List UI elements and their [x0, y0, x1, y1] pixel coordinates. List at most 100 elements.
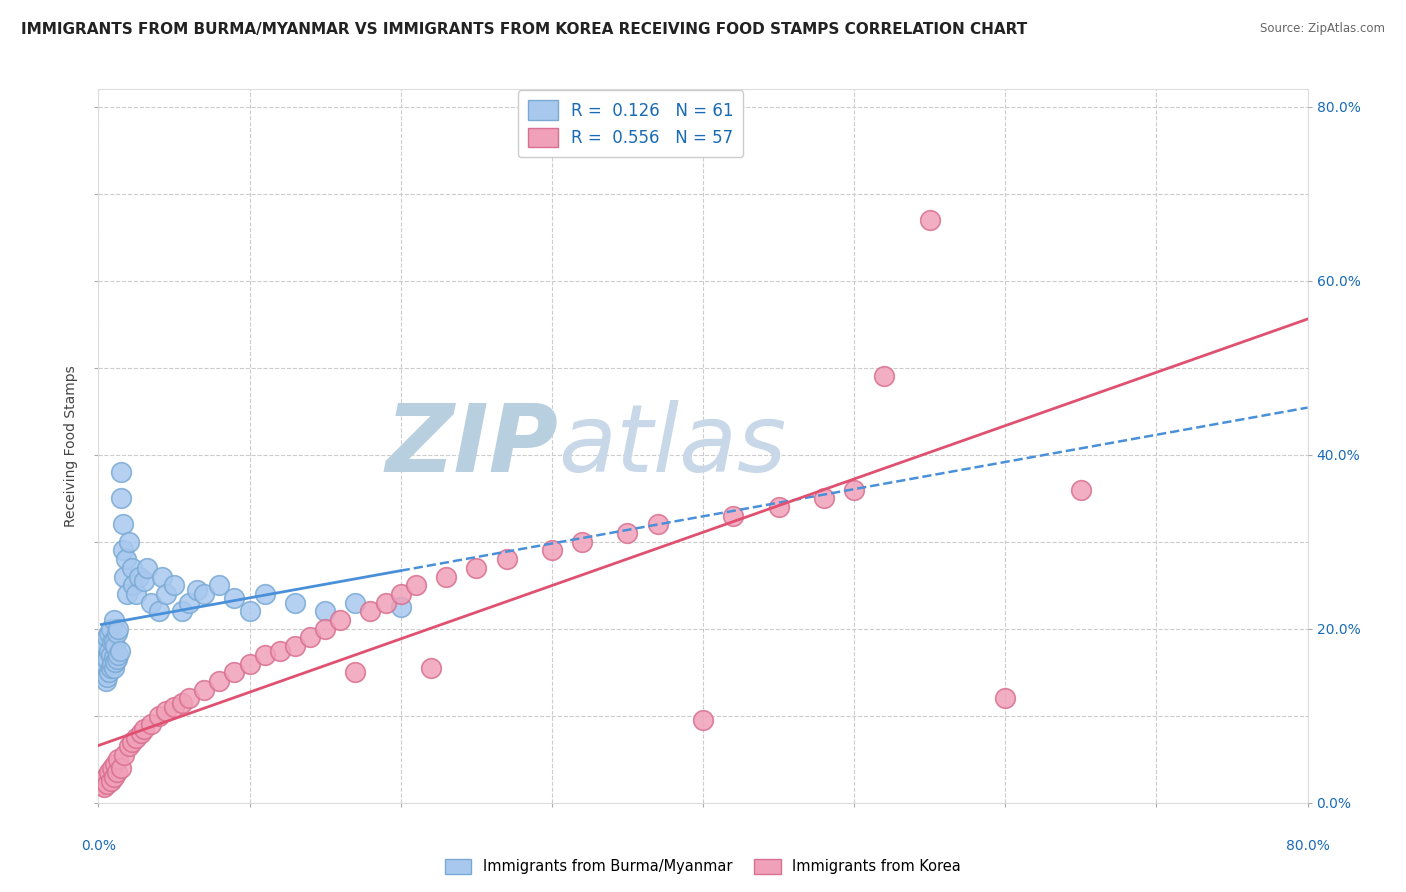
Point [93, 780, 115, 794]
Point [103, 770, 125, 784]
Point [540, 543, 562, 558]
Point [179, 596, 201, 610]
Point [100, 648, 122, 662]
Point [314, 622, 336, 636]
Point [91, 657, 114, 671]
Point [179, 691, 201, 706]
Point [135, 561, 157, 575]
Point [692, 713, 714, 727]
Point [434, 569, 457, 583]
Point [269, 643, 291, 657]
Point [100, 774, 122, 789]
Point [224, 591, 246, 606]
Point [284, 596, 307, 610]
Point [768, 500, 790, 514]
Point [329, 613, 352, 627]
Point [141, 717, 163, 731]
Point [121, 735, 143, 749]
Point [360, 604, 382, 618]
Point [918, 212, 941, 227]
Point [155, 705, 177, 719]
Point [170, 696, 193, 710]
Point [110, 465, 132, 479]
Point [103, 661, 125, 675]
Point [118, 739, 141, 754]
Point [163, 578, 186, 592]
Point [110, 761, 132, 775]
Point [844, 483, 866, 497]
Point [132, 574, 155, 588]
Point [253, 587, 276, 601]
Point [284, 639, 307, 653]
Point [344, 596, 367, 610]
Point [571, 534, 593, 549]
Point [90, 661, 112, 675]
Point [125, 587, 148, 601]
Point [91, 643, 114, 657]
Text: IMMIGRANTS FROM BURMA/MYANMAR VS IMMIGRANTS FROM KOREA RECEIVING FOOD STAMPS COR: IMMIGRANTS FROM BURMA/MYANMAR VS IMMIGRA… [21, 22, 1028, 37]
Point [148, 604, 170, 618]
Point [90, 778, 112, 792]
Point [616, 526, 638, 541]
Point [110, 491, 132, 506]
Point [108, 643, 131, 657]
Point [405, 578, 427, 592]
Point [813, 491, 835, 506]
Point [253, 648, 276, 662]
Point [94, 673, 117, 688]
Point [495, 552, 517, 566]
Point [163, 700, 186, 714]
Point [186, 582, 208, 597]
Point [132, 722, 155, 736]
Point [374, 596, 396, 610]
Point [98, 765, 121, 780]
Point [723, 508, 745, 523]
Point [122, 578, 145, 592]
Point [107, 622, 129, 636]
Point [94, 770, 117, 784]
Point [420, 661, 443, 675]
Legend: R =  0.126   N = 61, R =  0.556   N = 57: R = 0.126 N = 61, R = 0.556 N = 57 [517, 90, 744, 157]
Point [91, 774, 114, 789]
Point [100, 661, 122, 675]
Point [299, 631, 322, 645]
Point [208, 673, 231, 688]
Point [647, 517, 669, 532]
Point [344, 665, 367, 680]
Point [125, 731, 148, 745]
Point [129, 726, 152, 740]
Point [141, 596, 163, 610]
Point [103, 635, 125, 649]
Point [94, 639, 117, 653]
Point [994, 691, 1017, 706]
Point [115, 587, 138, 601]
Point [101, 635, 124, 649]
Point [170, 604, 193, 618]
Point [101, 657, 124, 671]
Text: atlas: atlas [558, 401, 786, 491]
Point [107, 752, 129, 766]
Point [100, 622, 122, 636]
Point [107, 648, 129, 662]
Point [239, 657, 262, 671]
Legend: Immigrants from Burma/Myanmar, Immigrants from Korea: Immigrants from Burma/Myanmar, Immigrant… [439, 853, 967, 880]
Text: 80.0%: 80.0% [1285, 839, 1330, 854]
Point [118, 534, 141, 549]
Point [155, 587, 177, 601]
Point [114, 552, 136, 566]
Point [111, 543, 134, 558]
Point [1070, 483, 1092, 497]
Point [104, 655, 127, 669]
Point [193, 587, 215, 601]
Point [103, 613, 125, 627]
Point [94, 658, 117, 673]
Point [105, 765, 128, 780]
Point [111, 517, 134, 532]
Point [465, 561, 488, 575]
Text: Source: ZipAtlas.com: Source: ZipAtlas.com [1260, 22, 1385, 36]
Point [104, 756, 127, 771]
Point [121, 561, 143, 575]
Y-axis label: Receiving Food Stamps: Receiving Food Stamps [65, 365, 79, 527]
Point [112, 747, 135, 762]
Point [96, 670, 118, 684]
